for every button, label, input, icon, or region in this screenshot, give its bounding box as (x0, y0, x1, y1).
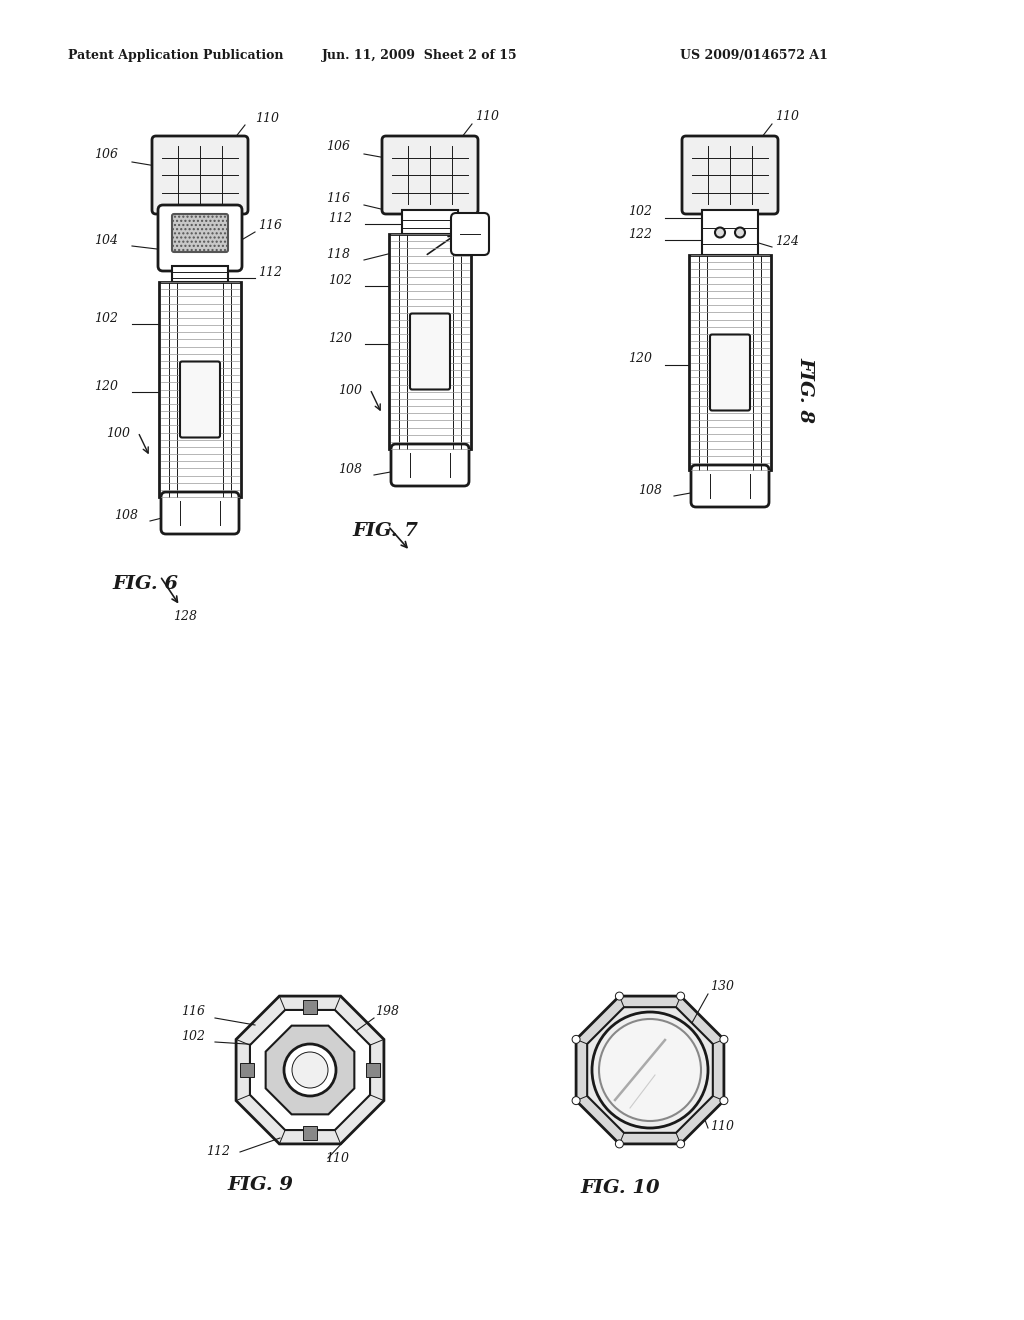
Text: 112: 112 (206, 1144, 230, 1158)
Circle shape (735, 227, 745, 238)
Text: 102: 102 (181, 1030, 205, 1043)
Circle shape (677, 1140, 685, 1148)
Text: FIG. 7: FIG. 7 (352, 521, 418, 540)
Text: FIG. 9: FIG. 9 (227, 1176, 293, 1195)
FancyBboxPatch shape (391, 444, 469, 486)
Polygon shape (587, 1007, 713, 1133)
Text: FIG. 8: FIG. 8 (796, 356, 814, 422)
Text: 108: 108 (638, 484, 662, 498)
Circle shape (677, 993, 685, 1001)
Text: 120: 120 (628, 352, 652, 366)
Bar (689, 255, 771, 470)
Text: 110: 110 (710, 1119, 734, 1133)
Polygon shape (577, 997, 724, 1144)
Text: 110: 110 (475, 110, 499, 123)
Text: 108: 108 (338, 463, 362, 477)
Circle shape (284, 1044, 336, 1096)
Circle shape (615, 1140, 624, 1148)
Bar (389, 234, 471, 449)
Text: 112: 112 (258, 267, 282, 279)
Circle shape (720, 1035, 728, 1043)
Text: 116: 116 (326, 191, 350, 205)
FancyBboxPatch shape (710, 334, 750, 411)
Text: 116: 116 (181, 1005, 205, 1018)
Bar (702, 210, 758, 255)
Text: 130: 130 (710, 979, 734, 993)
Circle shape (592, 1012, 708, 1129)
Text: Jun. 11, 2009  Sheet 2 of 15: Jun. 11, 2009 Sheet 2 of 15 (323, 49, 518, 62)
Bar (240, 1063, 254, 1077)
FancyBboxPatch shape (682, 136, 778, 214)
Text: 128: 128 (173, 610, 197, 623)
Circle shape (715, 227, 725, 238)
Text: 102: 102 (94, 312, 118, 325)
Circle shape (615, 993, 624, 1001)
Polygon shape (265, 1026, 354, 1114)
FancyBboxPatch shape (172, 214, 228, 252)
Circle shape (599, 1019, 701, 1121)
Text: 110: 110 (255, 112, 279, 125)
FancyBboxPatch shape (158, 205, 242, 271)
Bar (159, 282, 241, 498)
FancyBboxPatch shape (451, 213, 489, 255)
Text: FIG. 10: FIG. 10 (581, 1179, 659, 1197)
Circle shape (720, 1097, 728, 1105)
Text: US 2009/0146572 A1: US 2009/0146572 A1 (680, 49, 827, 62)
Bar (303, 1126, 317, 1140)
Text: 120: 120 (328, 331, 352, 345)
Bar (303, 1001, 317, 1014)
FancyBboxPatch shape (152, 136, 248, 214)
Polygon shape (250, 1010, 370, 1130)
Text: 120: 120 (94, 380, 118, 392)
Text: 122: 122 (628, 228, 652, 242)
Text: FIG. 6: FIG. 6 (112, 576, 178, 593)
Text: 118: 118 (326, 248, 350, 261)
Text: 102: 102 (628, 205, 652, 218)
Text: 110: 110 (325, 1152, 349, 1166)
FancyBboxPatch shape (180, 362, 220, 437)
Text: 112: 112 (328, 213, 352, 224)
Text: Patent Application Publication: Patent Application Publication (68, 49, 284, 62)
Text: 116: 116 (258, 219, 282, 232)
Bar (402, 210, 458, 234)
Text: 104: 104 (94, 234, 118, 247)
Circle shape (572, 1097, 580, 1105)
FancyBboxPatch shape (161, 492, 239, 535)
Bar (172, 267, 228, 282)
FancyBboxPatch shape (410, 314, 450, 389)
FancyBboxPatch shape (691, 465, 769, 507)
Text: 102: 102 (328, 275, 352, 286)
FancyBboxPatch shape (382, 136, 478, 214)
Text: 106: 106 (326, 140, 350, 153)
Text: 106: 106 (94, 148, 118, 161)
Text: 110: 110 (775, 110, 799, 123)
Circle shape (292, 1052, 328, 1088)
Bar (366, 1063, 380, 1077)
Text: 124: 124 (775, 235, 799, 248)
Text: 198: 198 (375, 1005, 399, 1018)
Text: 100: 100 (338, 384, 362, 397)
Circle shape (572, 1035, 580, 1043)
Polygon shape (237, 997, 384, 1144)
Text: 108: 108 (114, 510, 138, 521)
Text: 100: 100 (106, 426, 130, 440)
